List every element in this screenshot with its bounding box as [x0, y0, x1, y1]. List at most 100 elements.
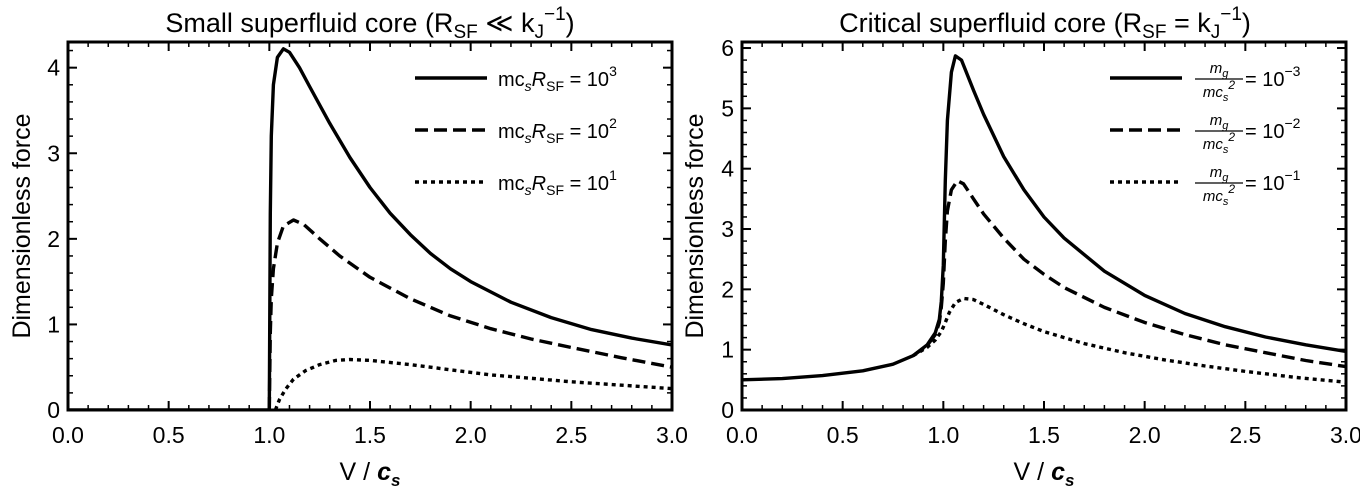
y-tick-label: 3: [47, 140, 60, 166]
text-part: m: [1210, 60, 1223, 77]
x-tick-label: 1.5: [1028, 422, 1060, 448]
x-tick-label: 1.5: [354, 422, 386, 448]
text-part: mc: [498, 121, 525, 143]
x-tick-label: 1.0: [253, 422, 285, 448]
text-part: SF: [546, 78, 564, 94]
legend-fraction-numerator: mg: [1210, 112, 1230, 132]
y-tick-label: 4: [721, 156, 734, 182]
text-part: mc: [1203, 84, 1223, 101]
y-tick-label: 2: [721, 276, 734, 302]
text-part: = 10: [564, 121, 609, 143]
text-part: s: [1065, 471, 1074, 490]
x-tick-label: 0.0: [52, 422, 84, 448]
y-tick-label: 0: [47, 397, 60, 423]
text-part: 2: [1227, 130, 1235, 144]
legend-fraction-denominator: mcs2: [1203, 78, 1236, 104]
text-part: g: [1222, 120, 1229, 132]
chart-title: Small superfluid core (RSF ≪ kJ−1): [165, 4, 574, 43]
legend-label: = 10−3: [1245, 63, 1301, 91]
series-line-dotted: [273, 357, 672, 410]
text-part: 1: [609, 167, 617, 183]
text-part: SF: [546, 182, 564, 198]
text-part: mc: [1203, 188, 1223, 205]
text-part: s: [1223, 144, 1229, 156]
x-tick-label: 0.5: [827, 422, 859, 448]
text-part: ): [566, 8, 575, 38]
text-part: Small superfluid core (R: [165, 8, 453, 38]
y-tick-label: 2: [47, 226, 60, 252]
y-axis-label: Dimensionless force: [8, 113, 36, 338]
text-part: −1: [1284, 167, 1300, 183]
text-part: c: [1051, 458, 1065, 486]
y-tick-label: 1: [721, 337, 734, 363]
y-tick-label: 1: [47, 311, 60, 337]
text-part: −1: [1220, 4, 1242, 25]
text-part: s: [391, 471, 400, 490]
text-part: s: [525, 182, 532, 198]
x-tick-label: 2.0: [1129, 422, 1161, 448]
text-part: mc: [498, 69, 525, 91]
text-part: −3: [1284, 63, 1300, 79]
text-part: mc: [498, 173, 525, 195]
text-part: = 10: [564, 69, 609, 91]
text-part: mc: [1203, 136, 1223, 153]
legend-fraction-numerator: mg: [1210, 164, 1230, 184]
x-tick-label: 2.5: [1229, 422, 1261, 448]
text-part: R: [532, 69, 546, 91]
text-part: 2: [1227, 78, 1235, 92]
legend-fraction-numerator: mg: [1210, 60, 1230, 80]
text-part: s: [525, 130, 532, 146]
x-axis-label: V / cs: [340, 458, 401, 490]
text-part: = 10: [1245, 69, 1284, 91]
legend-fraction-denominator: mcs2: [1203, 130, 1236, 156]
text-part: g: [1222, 172, 1229, 184]
x-tick-label: 0.0: [726, 422, 758, 448]
x-tick-label: 2.0: [455, 422, 487, 448]
text-part: = 10: [1245, 173, 1284, 195]
plot-frame: [66, 40, 674, 412]
series-line-solid: [742, 54, 1346, 382]
text-part: Critical superfluid core (R: [839, 8, 1142, 38]
x-tick-label: 2.5: [555, 422, 587, 448]
x-tick-label: 1.0: [927, 422, 959, 448]
chart-title: Critical superfluid core (RSF = kJ−1): [839, 4, 1251, 43]
plot-frame: [740, 40, 1348, 412]
text-part: s: [525, 78, 532, 94]
chart-panel-1: Small superfluid core (RSF ≪ kJ−1)0.0 0.5…: [8, 4, 688, 490]
text-part: J: [535, 22, 545, 43]
text-part: SF: [1142, 22, 1166, 43]
text-part: m: [1210, 112, 1223, 129]
text-part: 2: [1227, 182, 1235, 196]
y-tick-label: 0: [721, 397, 734, 423]
legend-label: mcsRSF = 102: [498, 115, 617, 146]
text-part: = 10: [1245, 121, 1284, 143]
chart-panel-2: Critical superfluid core (RSF = kJ−1) 0.0…: [681, 4, 1360, 490]
legend-label: mcsRSF = 101: [498, 167, 617, 198]
legend-label: = 10−1: [1245, 167, 1301, 195]
x-tick-label: 3.0: [1330, 422, 1360, 448]
y-tick-label: 5: [721, 95, 734, 121]
text-part: m: [1210, 164, 1223, 181]
y-axis-label: Dimensionless force: [681, 113, 709, 338]
text-part: ≪ k: [478, 8, 535, 38]
text-part: g: [1222, 68, 1229, 80]
series-line-dashed: [912, 179, 1346, 369]
text-part: c: [377, 458, 391, 486]
text-part: ): [1242, 8, 1251, 38]
text-part: 2: [609, 115, 617, 131]
y-tick-label: 4: [47, 55, 60, 81]
legend-fraction-denominator: mcs2: [1203, 182, 1236, 208]
text-part: V /: [340, 458, 378, 486]
x-tick-label: 3.0: [656, 422, 688, 448]
text-part: 3: [609, 63, 617, 79]
series-line-dashed: [267, 218, 672, 410]
text-part: = 10: [564, 173, 609, 195]
series-line-solid: [68, 47, 672, 410]
text-part: s: [1223, 92, 1229, 104]
y-tick-label: 6: [721, 35, 734, 61]
text-part: V /: [1014, 458, 1052, 486]
text-part: J: [1211, 22, 1221, 43]
text-part: SF: [546, 130, 564, 146]
